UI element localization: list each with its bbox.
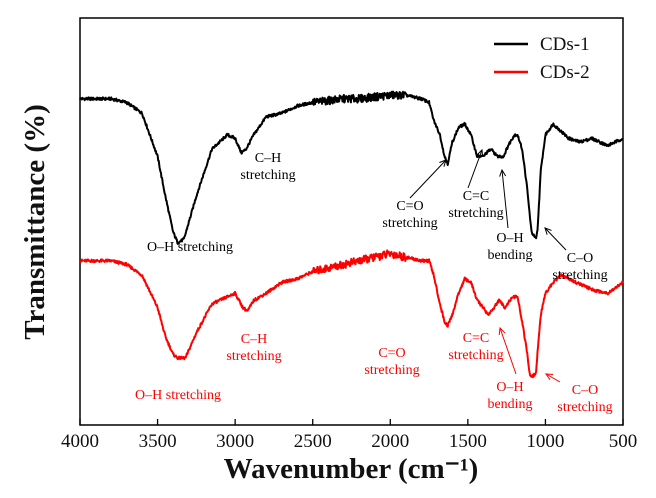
x-tick-label: 2000 [371, 431, 409, 452]
x-tick-label: 3500 [139, 431, 177, 452]
x-tick-label: 3000 [216, 431, 254, 452]
series-layer [79, 90, 624, 379]
annotation-label: C=C stretching [448, 331, 503, 363]
annotation: C=O stretching [364, 346, 419, 378]
annotation-arrow [545, 373, 561, 383]
annotation-label: C–O stretching [552, 251, 607, 283]
annotation-label: C–O stretching [557, 383, 612, 415]
annotation-arrow [499, 327, 517, 375]
annotation-label: C–H stretching [226, 332, 281, 364]
annotation: C=C stretching [448, 148, 504, 221]
arrowhead-icon [439, 159, 447, 167]
annotation: O–H bending [487, 168, 533, 263]
x-axis-title: Wavenumber (cm⁻¹) [224, 453, 479, 485]
x-tick-label: 500 [609, 431, 638, 452]
annotation-arrow [501, 169, 509, 229]
arrowhead-icon [498, 326, 506, 336]
annotation: C–O stretching [545, 373, 613, 415]
annotation: C–O stretching [544, 227, 608, 283]
annotation-label: O–H stretching [135, 388, 221, 403]
annotation: O–H bending [487, 326, 533, 412]
x-tick-label: 4000 [61, 431, 99, 452]
series-line-CDs-1 [79, 90, 624, 245]
x-tick-label: 1500 [449, 431, 487, 452]
annotation-label: O–H stretching [147, 240, 233, 255]
arrowhead-icon [545, 373, 554, 381]
legend-label: CDs-1 [540, 34, 590, 55]
annotation-label: O–H bending [487, 231, 532, 263]
series-line-CDs-2 [79, 249, 624, 379]
plot-frame [79, 17, 624, 426]
arrowhead-icon [544, 227, 552, 235]
annotation-arrow [467, 149, 483, 189]
annotation-arrow [544, 227, 567, 251]
legend: CDs-1 CDs-2 [494, 34, 590, 83]
x-tick-label: 2500 [294, 431, 332, 452]
annotation: O–H stretching [147, 240, 233, 255]
arrowhead-icon [476, 148, 484, 158]
annotation-label: C=C stretching [448, 189, 503, 221]
annotation: C–H stretching [226, 332, 281, 364]
annotation-label: C=O stretching [364, 346, 419, 378]
legend-label: CDs-2 [540, 62, 590, 83]
annotation-label: C–H stretching [240, 151, 295, 183]
annotation-layer: C–H stretching O–H stretching C=O stretching… [135, 148, 613, 415]
y-axis-title: Transmittance (%) [19, 104, 51, 339]
annotation: C=C stretching [448, 331, 503, 363]
x-tick-layer: 4000 3500 3000 2500 2000 1500 1000 500 [61, 419, 637, 452]
annotation-label: C=O stretching [382, 199, 437, 231]
annotation: C=O stretching [382, 159, 447, 231]
annotation-label: O–H bending [487, 380, 532, 412]
annotation-arrow [409, 159, 447, 199]
x-tick-label: 1000 [526, 431, 564, 452]
arrowhead-icon [499, 168, 507, 177]
annotation: C–H stretching [240, 151, 295, 183]
annotation: O–H stretching [135, 388, 221, 403]
